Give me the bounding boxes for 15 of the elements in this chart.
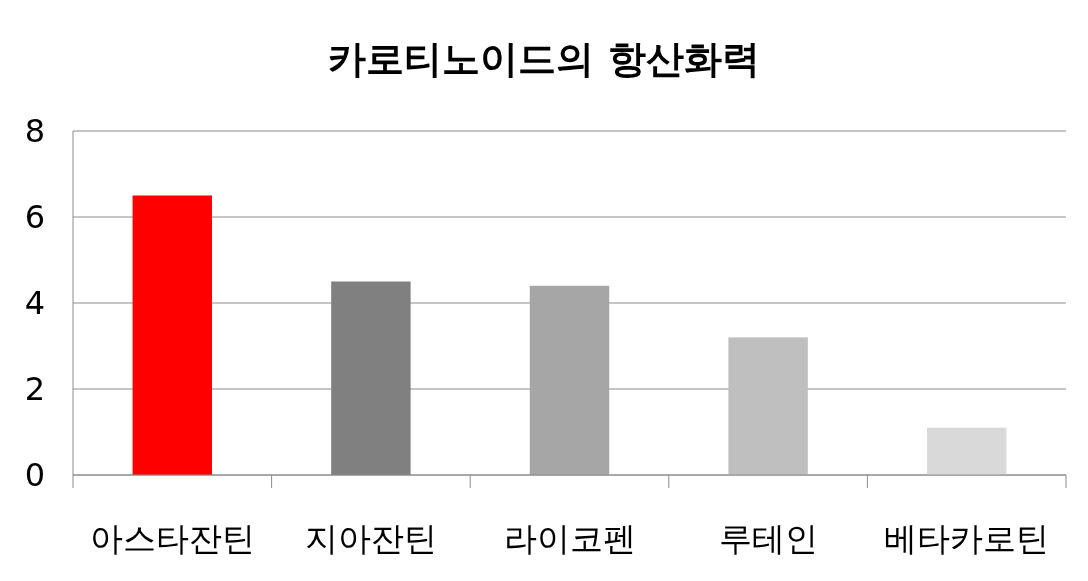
x-tick-label: 아스타잔틴 [89, 519, 255, 558]
bar [926, 427, 1007, 475]
y-tick-label: 8 [24, 112, 46, 151]
x-tick-label: 루테인 [718, 519, 818, 558]
bar [529, 285, 610, 475]
x-tick-label: 지아잔틴 [304, 519, 437, 558]
y-tick-label: 6 [24, 198, 46, 237]
bar [728, 337, 808, 475]
x-tick-label: 베타카로틴 [884, 519, 1050, 558]
y-tick-label: 4 [24, 284, 46, 323]
chart-title: 카로티노이드의 항산화력 [328, 37, 760, 81]
x-tick-label: 라이코펜 [503, 519, 636, 558]
y-tick-label: 2 [24, 370, 46, 409]
bar [132, 195, 213, 475]
y-tick-label: 0 [24, 456, 46, 495]
